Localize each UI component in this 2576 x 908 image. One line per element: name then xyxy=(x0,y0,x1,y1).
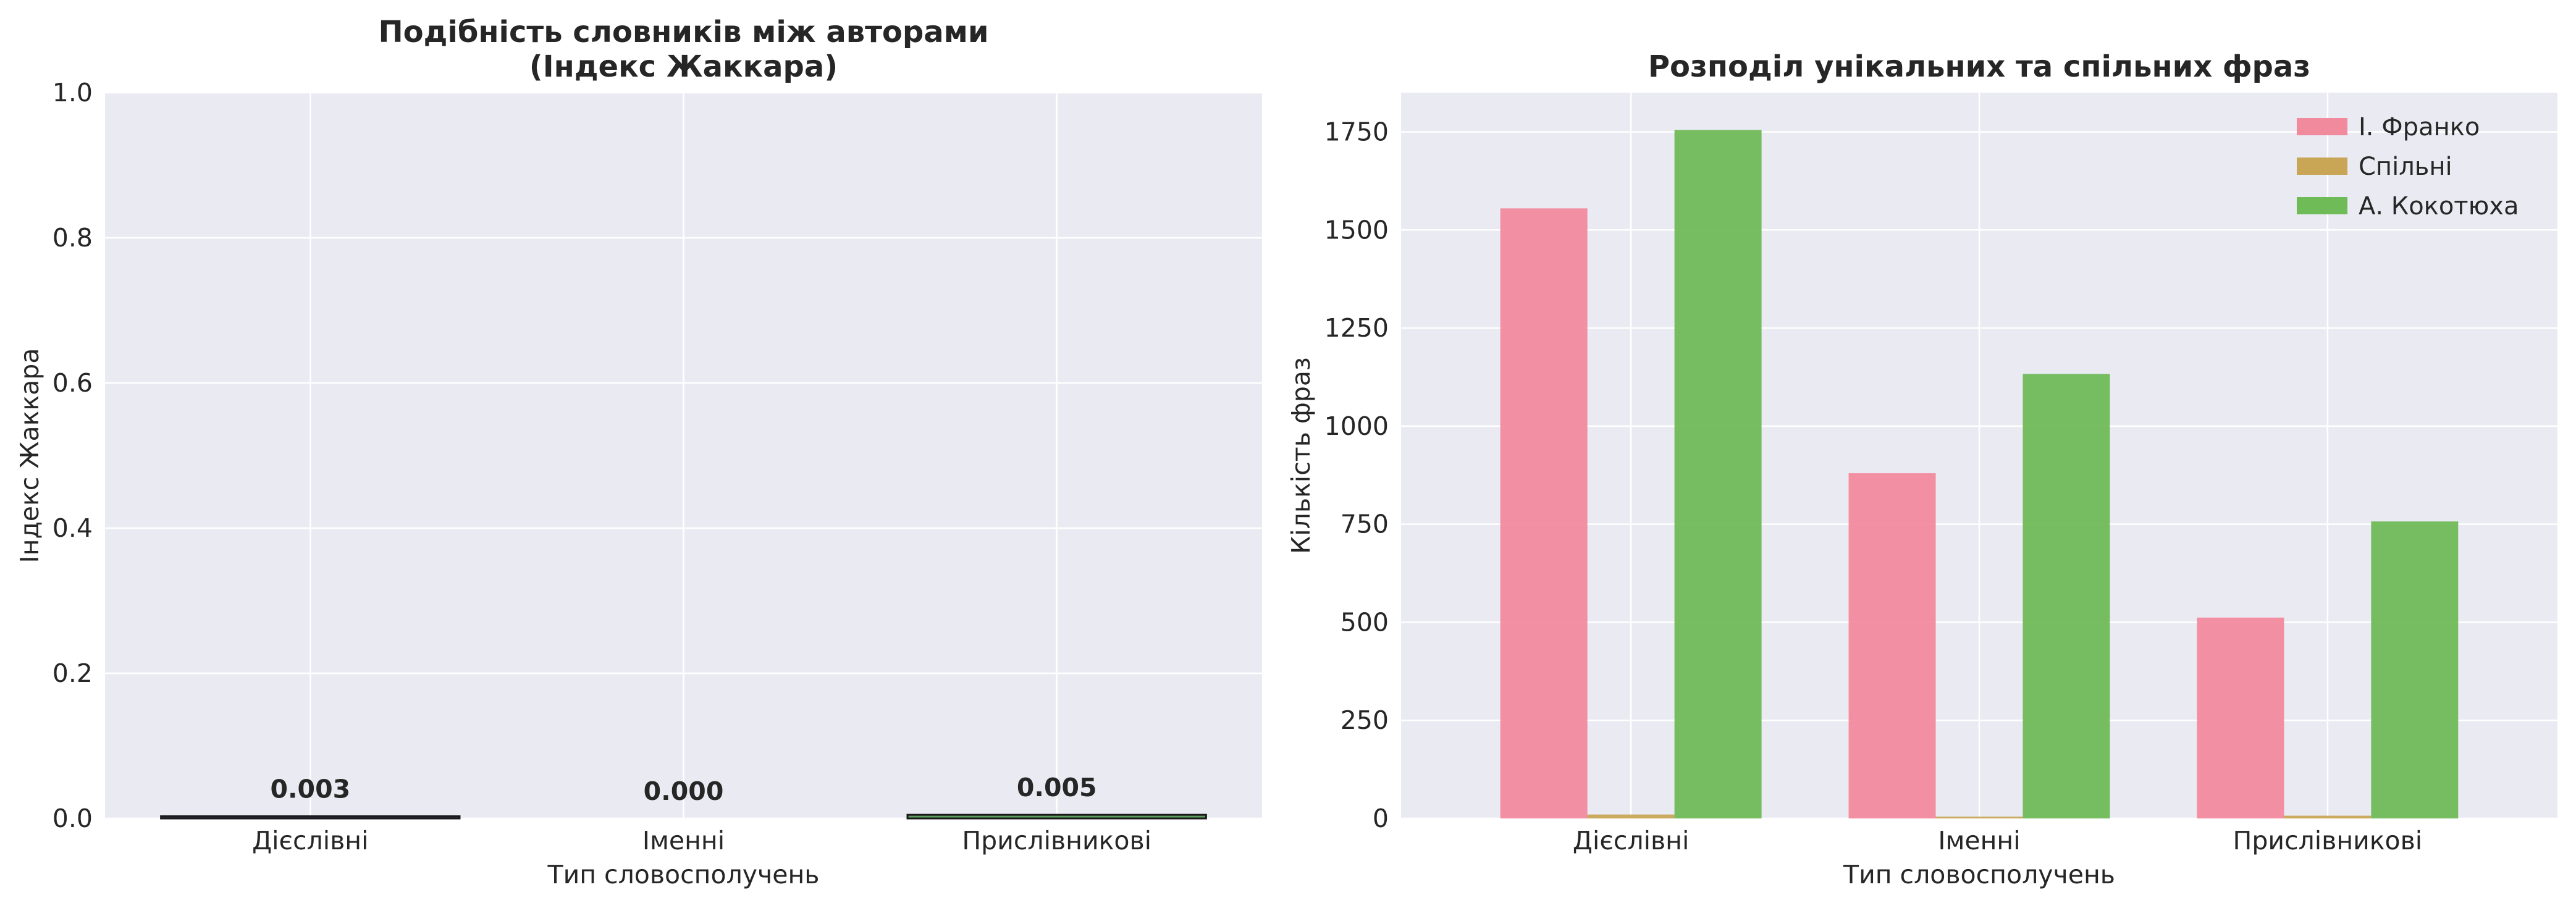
jaccard-y-tick-label: 0.8 xyxy=(53,223,93,253)
phrase-bar xyxy=(1587,814,1675,818)
phrase-bar xyxy=(1674,130,1762,818)
phrase-bar xyxy=(2197,617,2284,818)
phrase-y-tick-label: 1250 xyxy=(1324,313,1389,343)
legend-label: Спільні xyxy=(2359,153,2452,181)
jaccard-chart: 0.003 0.000 0.005 0.0 0.2 0.4 0.6 0.8 1.0 Дієслі… xyxy=(15,15,1262,889)
jaccard-y-axis-label: Індекс Жаккара xyxy=(15,348,44,563)
jaccard-title-line-2: (Індекс Жаккара) xyxy=(529,49,838,84)
jaccard-value-label: 0.003 xyxy=(270,774,350,804)
phrase-y-tick-label: 250 xyxy=(1341,705,1389,735)
phrase-grid xyxy=(1401,93,2557,820)
phrase-bar xyxy=(2284,815,2372,818)
phrase-y-tick-label: 1500 xyxy=(1324,215,1389,245)
phrase-x-axis-label: Тип словосполучень xyxy=(1843,860,2115,889)
phrase-bars xyxy=(1500,130,2459,818)
phrase-y-tick-label: 750 xyxy=(1341,510,1389,539)
jaccard-y-tick-label: 1.0 xyxy=(53,78,93,107)
phrase-x-tick-label: Прислівникові xyxy=(2233,826,2423,855)
jaccard-y-tick-label: 0.2 xyxy=(53,658,93,688)
phrase-title: Розподіл унікальних та спільних фраз xyxy=(1648,49,2310,84)
jaccard-bars: 0.003 0.000 0.005 xyxy=(160,773,1207,820)
phrase-x-tick-label: Дієслівні xyxy=(1573,826,1689,855)
legend-swatch xyxy=(2297,158,2347,175)
phrase-y-tick-label: 1750 xyxy=(1324,117,1389,147)
legend-label: А. Кокотюха xyxy=(2359,192,2519,221)
legend-swatch xyxy=(2297,197,2347,214)
jaccard-x-tick-label: Прислівникові xyxy=(962,826,1151,855)
phrase-bar xyxy=(2022,374,2110,818)
phrase-y-tick-label: 500 xyxy=(1341,607,1389,637)
jaccard-bar xyxy=(160,815,461,820)
jaccard-value-label: 0.005 xyxy=(1017,773,1097,802)
phrase-legend: І. Франко Спільні А. Кокотюха xyxy=(2297,113,2519,221)
phrase-y-tick-label: 0 xyxy=(1373,804,1389,833)
jaccard-y-tick-label: 0.6 xyxy=(53,368,93,398)
legend-swatch xyxy=(2297,118,2347,135)
phrase-x-tick-label: Іменні xyxy=(1938,826,2020,855)
jaccard-title-line-1: Подібність словників між авторами xyxy=(378,15,988,49)
jaccard-y-tick-label: 0.4 xyxy=(53,513,93,543)
phrase-y-axis-label: Кількість фраз xyxy=(1286,357,1316,554)
legend-label: І. Франко xyxy=(2359,113,2480,141)
phrase-y-tick-label: 1000 xyxy=(1324,411,1389,441)
jaccard-value-label: 0.000 xyxy=(644,776,724,806)
phrase-ticks: 0 250 500 750 1000 1250 1500 1750 Дієслівні Іменн… xyxy=(1324,117,2423,855)
jaccard-x-axis-label: Тип словосполучень xyxy=(547,860,820,889)
jaccard-bar xyxy=(906,813,1207,820)
phrase-bar xyxy=(1848,473,1936,818)
phrase-bar xyxy=(2371,521,2459,818)
jaccard-y-tick-label: 0.0 xyxy=(53,804,93,833)
phrase-distribution-chart: 0 250 500 750 1000 1250 1500 1750 Дієслівні Іменн… xyxy=(1286,49,2557,889)
jaccard-ticks: 0.0 0.2 0.4 0.6 0.8 1.0 Дієслівні Іменні Прислів… xyxy=(53,78,1151,855)
jaccard-x-tick-label: Дієслівні xyxy=(252,826,368,855)
phrase-bar xyxy=(1935,817,2023,818)
jaccard-x-tick-label: Іменні xyxy=(642,826,725,855)
phrase-bar xyxy=(1500,208,1588,818)
